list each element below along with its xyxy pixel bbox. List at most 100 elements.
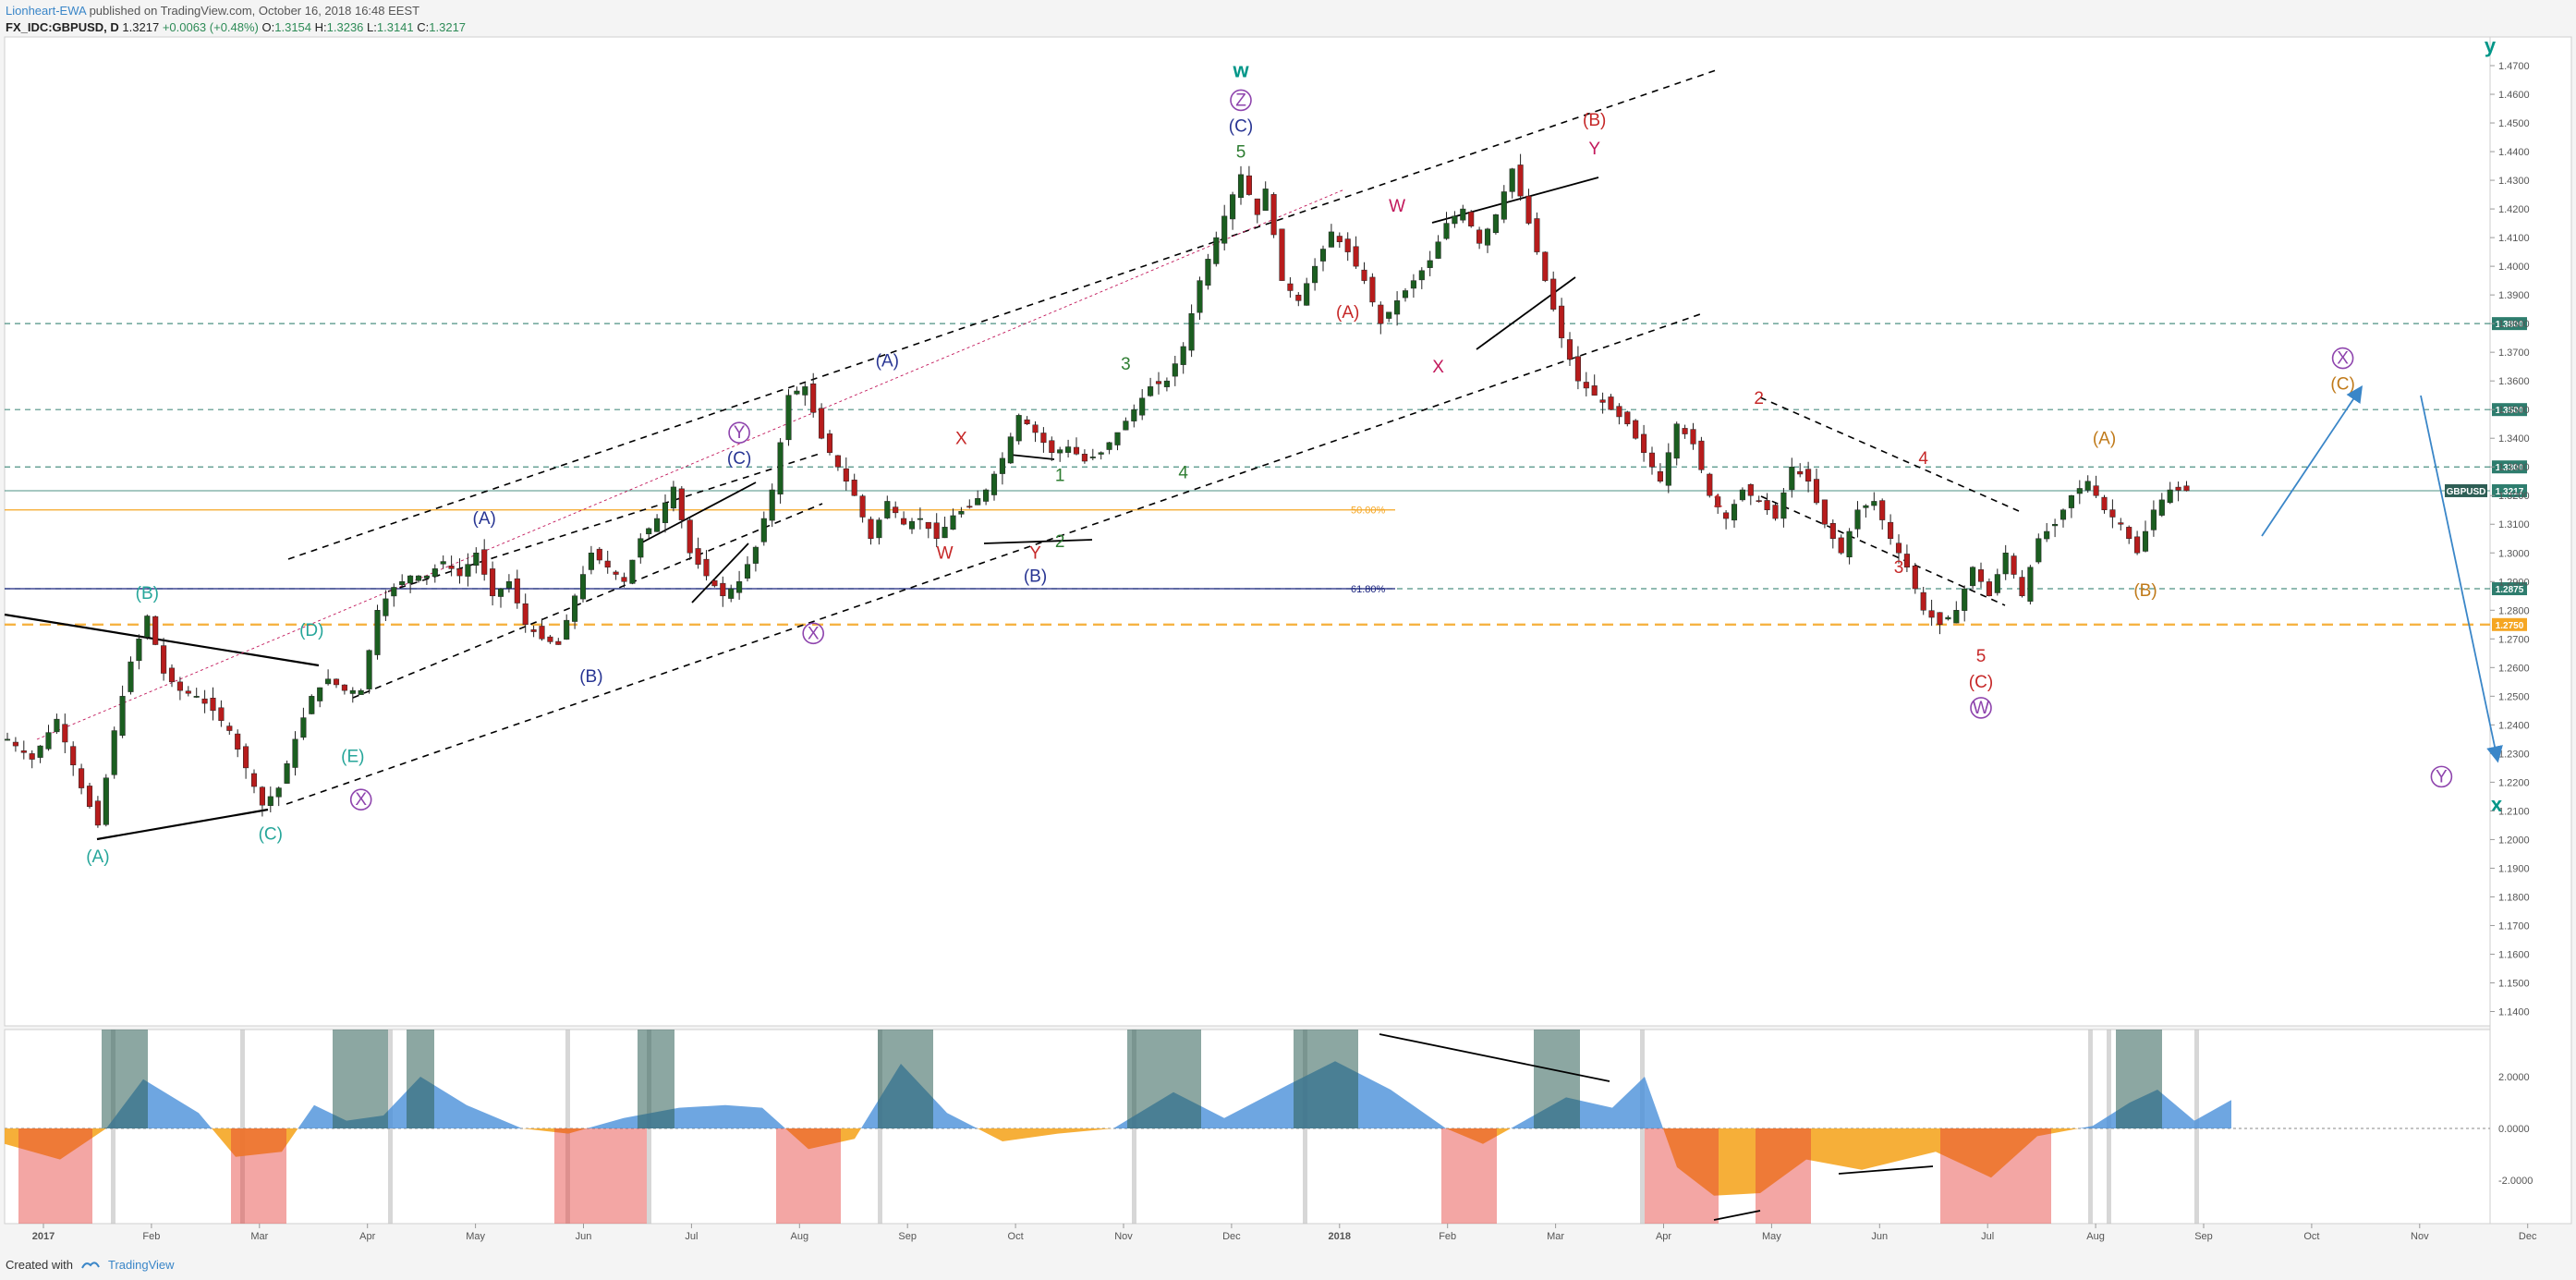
x-tick-label: Mar [1547, 1231, 1564, 1242]
candle-body [317, 687, 323, 701]
candle-body [711, 579, 718, 587]
candle-body [530, 629, 537, 632]
candle-body [958, 511, 965, 515]
osc-weak-band [18, 1128, 92, 1224]
candle-body [235, 733, 241, 750]
wave-label: (C) [2330, 374, 2354, 394]
candle-body [1081, 454, 1088, 462]
candle-body [2035, 538, 2042, 563]
y-tick-label: 1.3400 [2498, 433, 2530, 445]
candle-body [1336, 236, 1343, 243]
candle-body [1361, 269, 1367, 281]
candle-body [1962, 588, 1968, 611]
candle-body [654, 518, 661, 532]
candle-body [1049, 440, 1055, 453]
candle-body [1648, 452, 1656, 468]
candle-body [1912, 565, 1918, 590]
candle-body [1715, 496, 1721, 507]
price-level-tag [2492, 617, 2527, 631]
wave-label: 2 [1055, 532, 1065, 552]
candle-body [1221, 215, 1228, 244]
close-label: C: [417, 20, 430, 34]
candle-body [20, 750, 27, 753]
candle-body [1188, 313, 1195, 351]
candle-body [1928, 610, 1935, 618]
osc-strong-band [407, 1030, 434, 1128]
candle-body [1805, 469, 1812, 482]
candle-body [1821, 499, 1828, 525]
wave-label: (C) [1229, 116, 1253, 136]
candle-body [1591, 385, 1598, 396]
candle-body [176, 681, 183, 691]
candle-body [834, 455, 841, 468]
candle-body [1937, 612, 1943, 626]
x-tick-label: Feb [1439, 1231, 1456, 1242]
y-tick-label: 1.4400 [2498, 147, 2530, 158]
candle-body [407, 575, 414, 584]
candle-body [1155, 381, 1162, 384]
candle-body [1270, 194, 1277, 236]
candle-body [144, 616, 151, 638]
candle-body [1764, 500, 1770, 510]
candle-body [1476, 229, 1483, 244]
candle-body [1641, 433, 1647, 453]
candle-body [1772, 505, 1779, 519]
y-tick-label: 1.4700 [2498, 61, 2530, 72]
candle-body [1114, 432, 1121, 445]
open-value: 1.3154 [274, 20, 312, 34]
candle-body [1452, 215, 1458, 225]
candle-body [1460, 208, 1466, 221]
tradingview-link[interactable]: TradingView [107, 1258, 175, 1272]
y-tick-label: 1.3700 [2498, 347, 2530, 359]
wave-label: 5 [1976, 647, 1987, 666]
wave-label: (D) [299, 621, 323, 640]
candle-body [45, 732, 52, 750]
candle-body [29, 753, 35, 760]
y-tick-label: 1.3100 [2498, 519, 2530, 530]
symbol-tag [2445, 483, 2487, 497]
candle-body [1854, 509, 1861, 530]
osc-weak-band [554, 1128, 647, 1224]
trend-line [36, 189, 1345, 740]
candle-body [893, 506, 899, 514]
wave-label-circle [728, 421, 750, 445]
candle-body [2158, 499, 2165, 516]
wave-label: (A) [1336, 303, 1359, 323]
close-value: 1.3217 [429, 20, 467, 34]
candle-body [2150, 509, 2157, 530]
candle-body [168, 667, 176, 683]
x-tick-label: Aug [791, 1231, 809, 1242]
candle-body [1148, 386, 1154, 396]
candle-body [695, 548, 701, 565]
footer: Created with TradingView [6, 1258, 175, 1272]
candle-body [1287, 283, 1294, 291]
y-tick-label: 1.4100 [2498, 233, 2530, 244]
wave-label: 1 [1713, 493, 1723, 512]
author-link[interactable]: Lionheart-EWA [6, 4, 86, 18]
price-level-tag [2492, 582, 2527, 596]
candle-body [391, 587, 397, 597]
y-tick-label: 1.3000 [2498, 548, 2530, 559]
wave-label: 4 [1918, 449, 1928, 469]
candle-body [94, 800, 101, 826]
candle-body [128, 661, 134, 692]
y-tick-label: 1.1800 [2498, 892, 2530, 903]
candle-body [1443, 223, 1450, 239]
y-tick-label: 1.3500 [2498, 405, 2530, 416]
candle-body [1542, 251, 1549, 281]
osc-weak-band [1441, 1128, 1497, 1224]
candle-body [79, 768, 85, 788]
wave-label: (C) [1969, 673, 1993, 692]
candle-body [1254, 198, 1260, 215]
wave-label: W [1389, 197, 1405, 216]
wave-label: (A) [2093, 429, 2116, 448]
main-pane[interactable] [4, 36, 2491, 1027]
candle-body [662, 502, 669, 523]
candle-body [933, 522, 940, 540]
x-tick-label: Dec [1222, 1231, 1241, 1242]
price-level-tag-label: 1.3800 [2496, 320, 2524, 330]
candle-body [218, 707, 225, 721]
x-tick-label: 2017 [32, 1231, 55, 1242]
osc-marker-stripe [565, 1030, 570, 1224]
